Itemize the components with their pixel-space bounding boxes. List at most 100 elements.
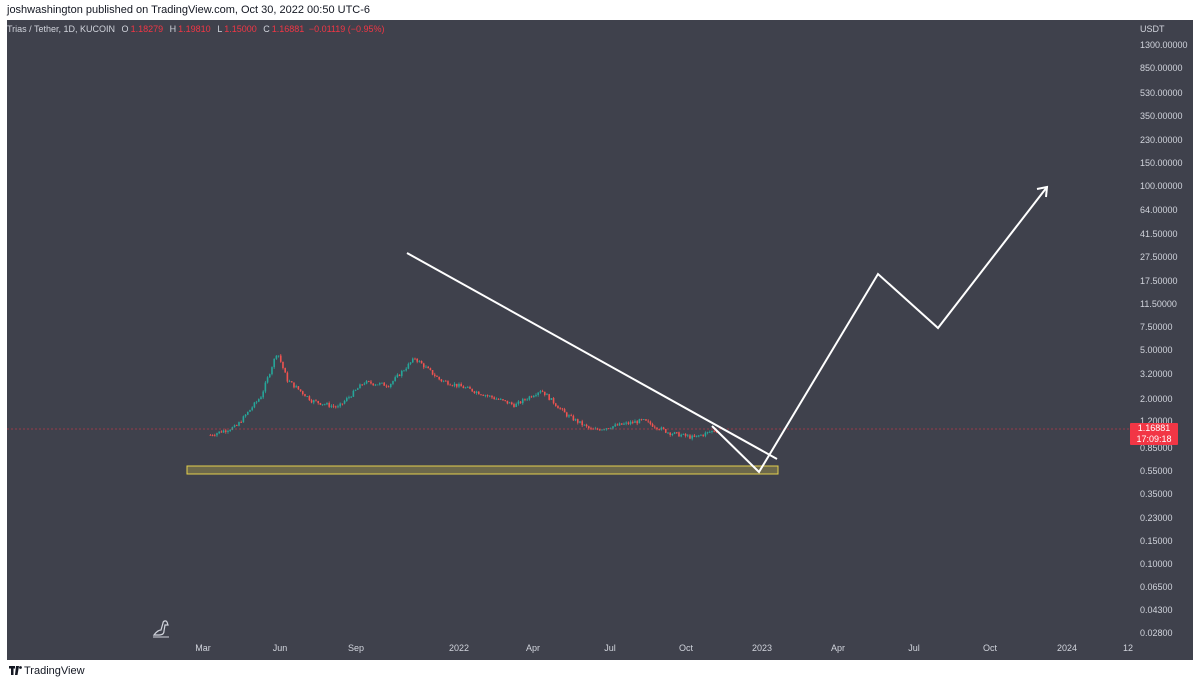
chart-canvas[interactable]	[7, 20, 1193, 660]
candle-body	[422, 363, 425, 368]
candle-body	[328, 403, 330, 407]
dinosaur-icon[interactable]	[151, 618, 173, 638]
last-price-label: 1.16881 17:09:18	[1130, 423, 1178, 445]
candle-body	[345, 398, 348, 401]
candle-body	[429, 368, 432, 371]
footer-brand: TradingView	[24, 665, 85, 677]
time-tick: 2022	[448, 643, 470, 653]
footer	[0, 660, 1200, 684]
candle-body	[262, 391, 264, 398]
candle-body	[403, 370, 405, 372]
candle-body	[623, 423, 625, 425]
candle-body	[528, 396, 531, 400]
candle-body	[541, 391, 544, 393]
candle-body	[526, 399, 528, 401]
candle-body	[301, 391, 304, 395]
candle-body	[365, 381, 368, 384]
candle-body	[383, 382, 385, 386]
low-value: 1.15000	[224, 24, 257, 34]
candle-body	[238, 422, 240, 426]
candle-body	[372, 383, 374, 386]
candle-body	[407, 363, 410, 369]
candle-body	[642, 419, 645, 420]
candle-body	[570, 415, 572, 417]
candle-body	[297, 386, 300, 390]
candle-body	[660, 427, 663, 430]
candle-body	[444, 380, 447, 382]
candle-body	[629, 421, 632, 424]
candle-body	[227, 430, 229, 432]
candle-body	[640, 419, 643, 421]
candle-body	[592, 428, 594, 430]
candle-body	[361, 384, 363, 386]
candle-body	[389, 383, 392, 388]
candle-body	[530, 396, 533, 398]
candle-body	[631, 421, 634, 423]
candle-body	[396, 374, 399, 378]
symbol-header[interactable]: Trias / Tether, 1D, KUCOIN O 1.18279 H 1.1…	[7, 24, 385, 34]
symbol-name: Trias / Tether, 1D, KUCOIN	[7, 24, 116, 34]
candle-body	[427, 366, 429, 369]
candle-body	[420, 361, 423, 364]
candle-body	[587, 426, 590, 429]
candle-body	[609, 428, 612, 430]
candle-body	[550, 398, 553, 400]
candle-body	[312, 400, 315, 403]
candle-body	[471, 388, 473, 392]
candle-body	[475, 391, 478, 393]
candle-body	[625, 422, 627, 424]
candle-body	[326, 403, 328, 405]
candle-body	[354, 389, 357, 391]
last-price-value: 1.16881	[1137, 423, 1171, 433]
high-label: H	[169, 24, 177, 34]
time-tick: Oct	[982, 643, 998, 653]
candle-body	[224, 430, 227, 432]
candle-body	[620, 423, 623, 425]
price-tick: 7.50000	[1140, 322, 1173, 332]
candle-body	[323, 404, 326, 406]
price-scale-currency[interactable]: USDT	[1140, 24, 1165, 34]
candle-body	[579, 421, 581, 423]
time-tick: Oct	[678, 643, 694, 653]
candle-body	[306, 396, 308, 397]
candle-body	[680, 434, 682, 437]
price-tick: 350.00000	[1140, 111, 1183, 121]
candle-body	[673, 432, 676, 434]
candle-body	[321, 404, 324, 406]
candle-body	[607, 428, 610, 430]
candle-body	[686, 435, 689, 437]
candle-body	[517, 401, 520, 404]
candle-body	[352, 390, 355, 397]
price-tick: 2.00000	[1140, 394, 1173, 404]
price-tick: 27.50000	[1140, 252, 1178, 262]
tradingview-logo-icon[interactable]	[9, 665, 22, 677]
candle-body	[359, 384, 361, 389]
candle-body	[473, 391, 476, 393]
candle-body	[521, 399, 524, 404]
candle-body	[449, 384, 451, 386]
candle-body	[442, 380, 445, 382]
candle-body	[255, 401, 258, 403]
candle-body	[559, 408, 561, 410]
candle-body	[438, 376, 440, 380]
candle-body	[546, 394, 548, 396]
candle-body	[506, 400, 509, 404]
candle-body	[387, 386, 390, 388]
candle-body	[260, 397, 262, 400]
candle-body	[332, 405, 335, 407]
time-tick: 2024	[1056, 643, 1078, 653]
price-tick: 3.20000	[1140, 369, 1173, 379]
candle-body	[614, 424, 616, 427]
candle-body	[574, 419, 577, 421]
candle-body	[634, 421, 636, 423]
projection-arrow-head	[1036, 185, 1049, 198]
candle-body	[486, 395, 489, 397]
price-tick: 5.00000	[1140, 345, 1173, 355]
candle-body	[451, 385, 454, 387]
candle-body	[603, 429, 605, 431]
candle-body	[499, 399, 502, 400]
candle-body	[370, 381, 372, 384]
price-tick: 11.50000	[1140, 299, 1177, 309]
candle-body	[242, 416, 245, 423]
chart-pane[interactable]	[7, 20, 1193, 660]
